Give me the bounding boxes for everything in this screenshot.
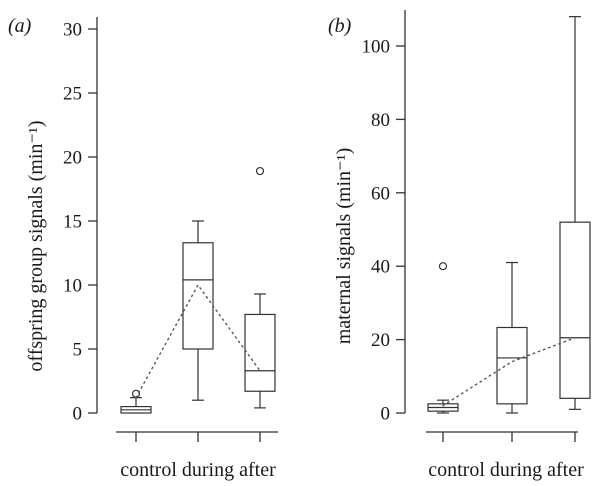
panel-b-x-axis-label: control during after xyxy=(428,459,584,481)
panel-b-y-axis-label: maternal signals (min⁻¹) xyxy=(333,148,355,345)
panel-a: (a) offspring group signals (min⁻¹) 0 5 10… xyxy=(8,15,278,481)
panel-a-x-axis-label: control during after xyxy=(120,459,276,481)
panel-b: (b) maternal signals (min⁻¹) 0 20 40 60 80 10… xyxy=(328,10,591,481)
panel-a-label: (a) xyxy=(8,15,32,37)
panel-b-y-tick-label: 20 xyxy=(371,330,390,351)
panel-a-x-ticks xyxy=(135,432,261,442)
panel-b-y-tick-label: 40 xyxy=(371,257,390,278)
panel-b-y-tick-label: 100 xyxy=(362,37,391,58)
panel-a-box-during xyxy=(182,220,214,401)
panel-b-y-tick-label: 60 xyxy=(371,183,390,204)
panel-b-y-tick-label: 80 xyxy=(371,110,390,131)
panel-b-y-ticks: 0 20 40 60 80 100 xyxy=(362,37,405,425)
outlier-point xyxy=(255,166,265,176)
panel-a-box-after xyxy=(244,166,276,409)
panel-a-y-axis-label: offspring group signals (min⁻¹) xyxy=(25,120,47,371)
panel-b-box-during xyxy=(496,261,528,414)
panel-b-trend-line xyxy=(442,337,576,407)
panel-a-y-tick-label: 0 xyxy=(73,404,83,425)
outlier-point xyxy=(438,262,448,271)
panel-a-y-tick-label: 15 xyxy=(63,212,82,233)
panel-b-box-control xyxy=(427,262,459,414)
iqr-box xyxy=(496,326,528,405)
panel-a-trend-line xyxy=(135,283,261,399)
panel-b-box-after xyxy=(559,16,591,410)
panel-a-y-tick-label: 25 xyxy=(63,84,82,105)
iqr-box xyxy=(559,221,591,399)
iqr-box xyxy=(182,242,214,350)
iqr-box xyxy=(244,313,276,392)
panel-b-boxes xyxy=(427,16,591,414)
panel-b-y-tick-label: 0 xyxy=(381,404,391,425)
panel-b-x-ticks xyxy=(442,432,576,442)
panel-a-y-tick-label: 5 xyxy=(73,340,83,361)
panel-a-y-tick-label: 20 xyxy=(63,148,82,169)
panel-a-y-tick-label: 30 xyxy=(63,20,82,41)
panel-a-y-ticks: 0 5 10 15 20 25 30 xyxy=(63,20,97,425)
panel-a-box-control xyxy=(120,389,152,414)
panel-a-boxes xyxy=(120,166,276,414)
panel-a-y-tick-label: 10 xyxy=(63,276,82,297)
panel-b-label: (b) xyxy=(328,15,352,37)
